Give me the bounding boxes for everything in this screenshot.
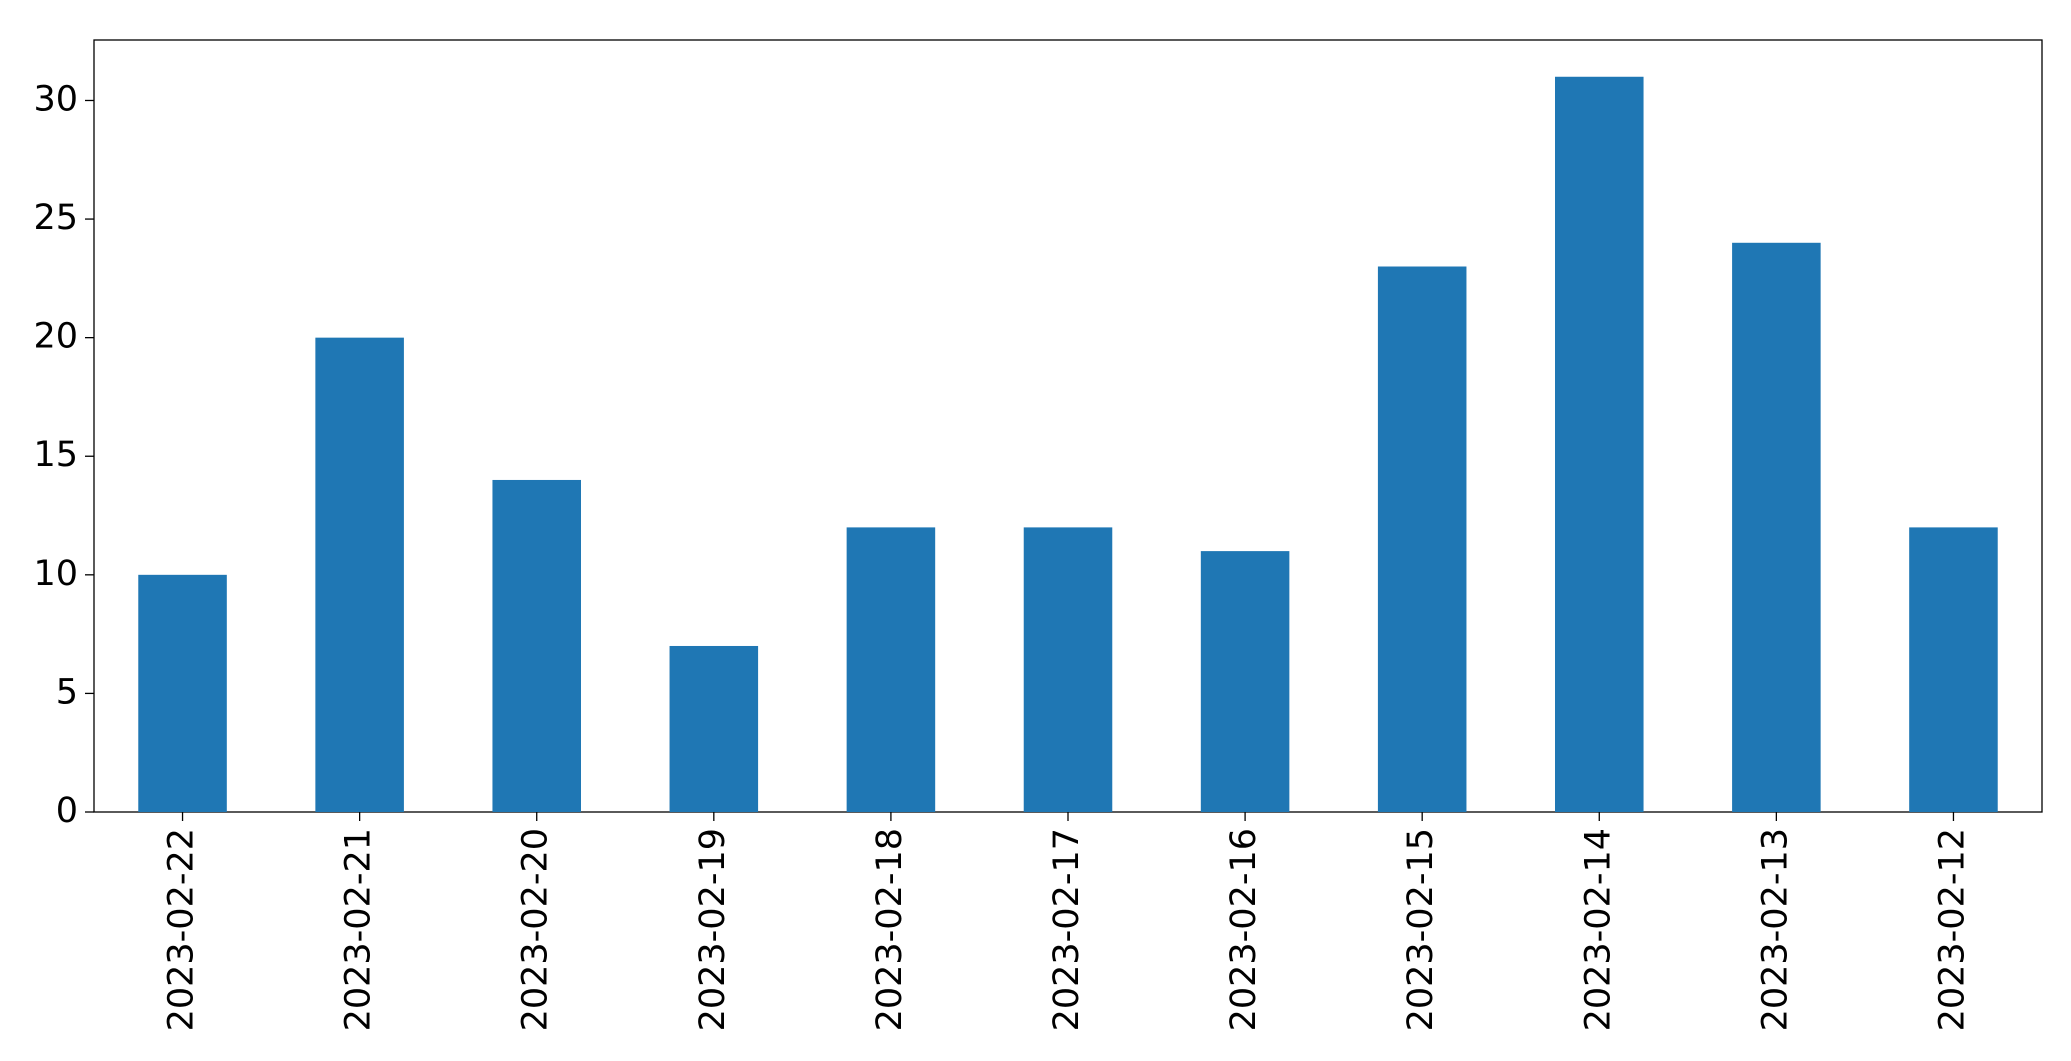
bar xyxy=(315,337,404,812)
x-tick-label: 2023-02-19 xyxy=(693,828,733,1031)
bar xyxy=(1023,527,1113,812)
bar xyxy=(1909,527,1998,812)
y-tick-label: 5 xyxy=(56,672,78,712)
bar xyxy=(669,645,759,812)
x-tick-label: 2023-02-13 xyxy=(1755,828,1795,1031)
x-tick-label: 2023-02-21 xyxy=(339,828,379,1031)
x-tick-label: 2023-02-12 xyxy=(1932,828,1972,1031)
y-tick-label: 25 xyxy=(33,198,78,238)
y-tick-label: 20 xyxy=(33,317,78,357)
x-tick-label: 2023-02-14 xyxy=(1578,828,1618,1031)
x-tick-label: 2023-02-17 xyxy=(1047,828,1087,1031)
bar xyxy=(1555,76,1644,812)
x-tick-label: 2023-02-20 xyxy=(516,828,556,1031)
bar xyxy=(138,574,227,812)
x-tick-label: 2023-02-16 xyxy=(1224,828,1264,1031)
x-tick-label: 2023-02-15 xyxy=(1401,828,1441,1031)
bar xyxy=(1200,551,1290,812)
bar xyxy=(1377,266,1467,813)
x-tick-label: 2023-02-18 xyxy=(870,828,910,1031)
y-tick-label: 15 xyxy=(33,435,78,475)
bar xyxy=(492,479,581,812)
bar xyxy=(1732,242,1821,812)
y-tick-label: 0 xyxy=(56,791,78,831)
bar xyxy=(846,527,936,812)
y-tick-label: 10 xyxy=(33,554,78,594)
y-tick-label: 30 xyxy=(33,79,78,119)
x-tick-label: 2023-02-22 xyxy=(162,828,202,1031)
